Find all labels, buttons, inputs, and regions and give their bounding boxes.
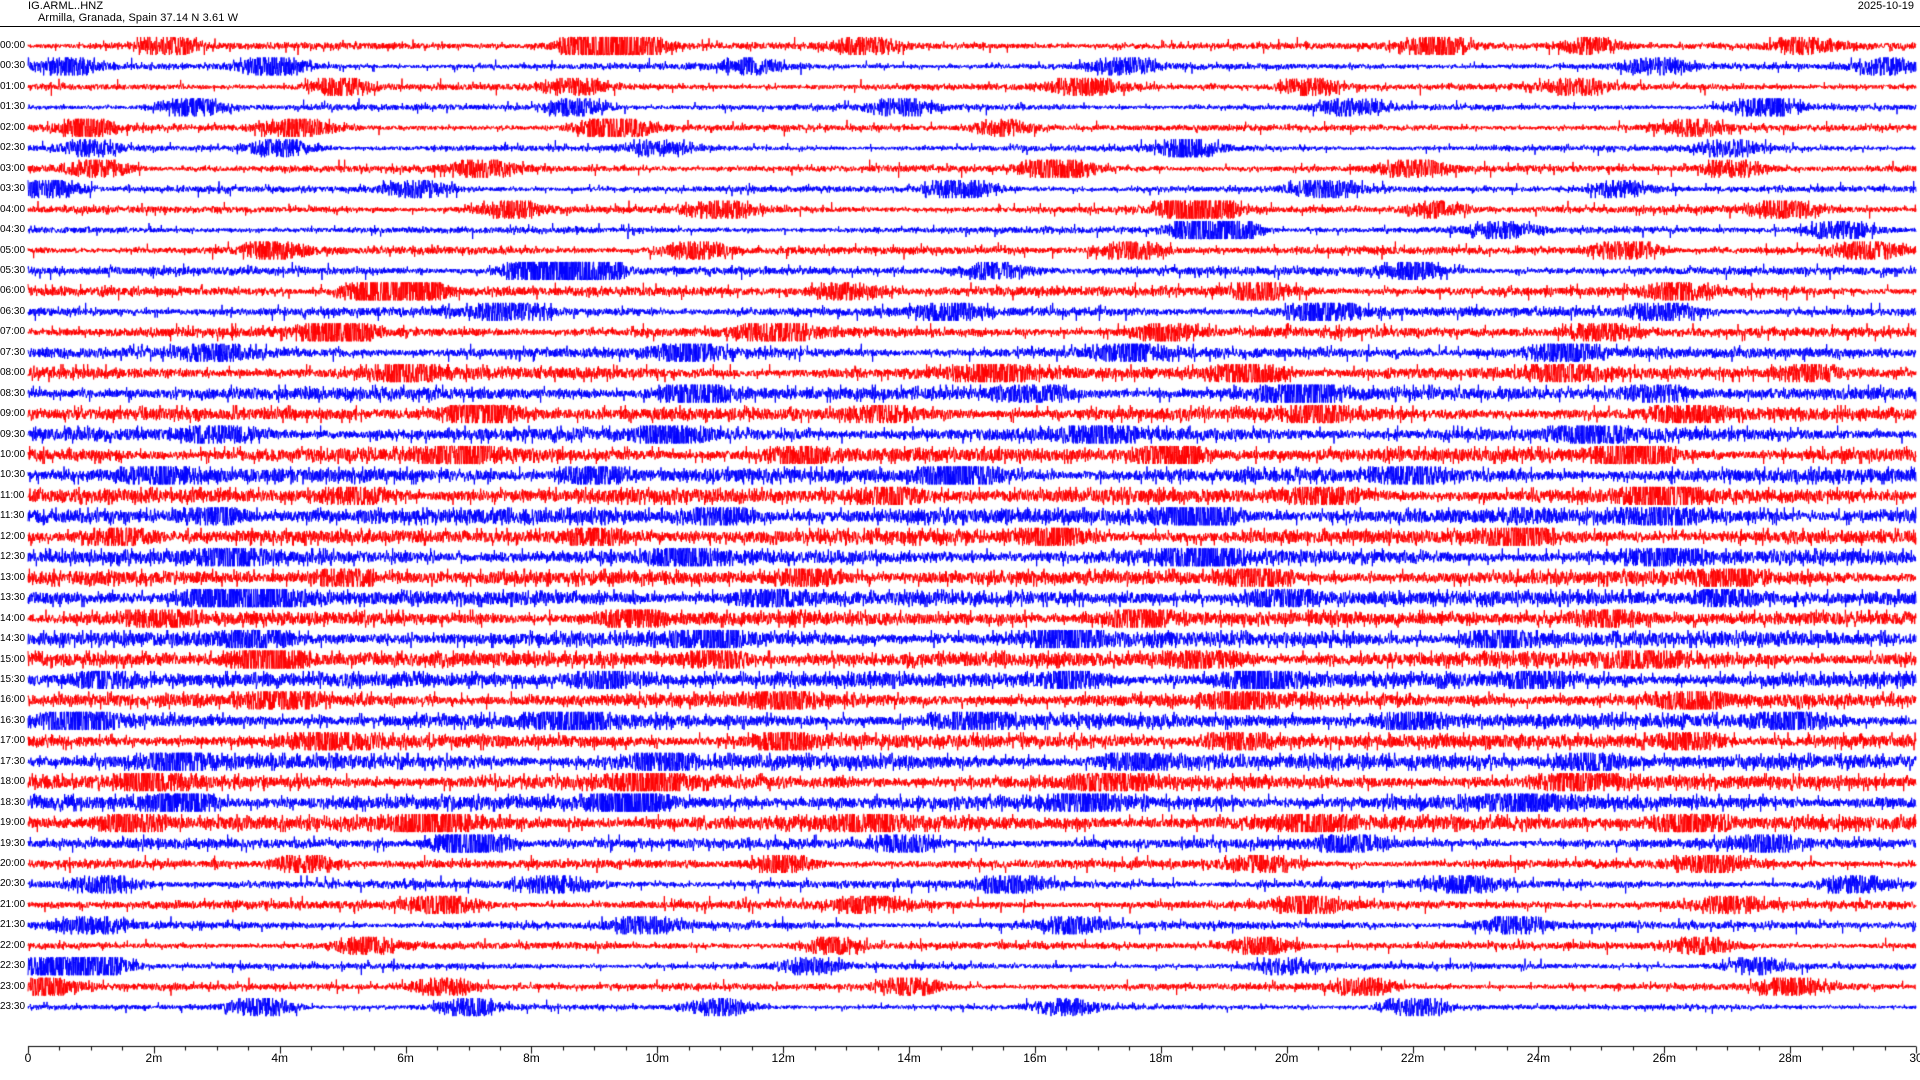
time-label: 15:30: [0, 673, 26, 685]
time-label: 23:00: [0, 980, 26, 992]
minute-axis-ticks: [0, 1036, 1920, 1080]
minute-tick-label: 30: [1909, 1051, 1920, 1065]
minute-axis: 0 2m 4m 6m 8m 10m 12m 14m 16m 18m 20m 22m 24m 26m 28m 3…: [0, 1036, 1920, 1080]
time-label: 21:30: [0, 919, 26, 931]
minute-tick-label: 2m: [145, 1051, 163, 1065]
minute-tick-label: 6m: [397, 1051, 414, 1065]
minute-tick-label: 22m: [1400, 1051, 1425, 1065]
minute-tick-label: 20m: [1274, 1051, 1299, 1065]
time-label: 23:30: [0, 1001, 26, 1013]
time-label: 16:30: [0, 714, 26, 726]
helicorder-plot: 00:00 00:30 01:00 01:30 02:00 02:30 03:00 03:30…: [0, 27, 1920, 1037]
minute-tick-label: 24m: [1526, 1051, 1551, 1065]
time-label: 11:30: [0, 510, 25, 522]
time-label: 08:00: [0, 367, 26, 379]
time-label: 04:30: [0, 224, 26, 236]
time-label: 11:00: [0, 489, 25, 501]
station-code-label: IG.ARML..HNZ: [28, 0, 104, 12]
minute-tick-label: 4m: [271, 1051, 289, 1065]
time-label: 04:00: [0, 203, 26, 215]
time-label: 21:00: [0, 898, 26, 910]
minute-tick-label: 10m: [645, 1051, 669, 1065]
minute-tick-label: 16m: [1023, 1051, 1047, 1065]
time-label: 06:30: [0, 305, 26, 317]
time-label: 19:00: [0, 817, 26, 829]
time-label: 03:30: [0, 183, 26, 195]
minute-tick-label: 28m: [1778, 1051, 1802, 1065]
time-label: 07:00: [0, 326, 26, 338]
time-label: 16:00: [0, 694, 26, 706]
station-location-label: Armilla, Granada, Spain 37.14 N 3.61 W: [38, 12, 239, 24]
time-label: 20:30: [0, 878, 26, 890]
time-label: 01:30: [0, 101, 26, 113]
time-label: 12:30: [0, 551, 26, 563]
chart-header: IG.ARML..HNZ Armilla, Granada, Spain 37.…: [0, 0, 1920, 27]
time-label: 10:00: [0, 449, 26, 460]
time-label: 05:30: [0, 264, 26, 276]
time-label: 18:00: [0, 776, 26, 788]
minute-tick-label: 8m: [523, 1051, 540, 1065]
time-label: 13:30: [0, 592, 26, 604]
time-label: 08:30: [0, 387, 26, 399]
time-label: 20:00: [0, 858, 26, 869]
record-date-label: 2025-10-19: [1857, 0, 1914, 12]
time-label: 05:00: [0, 244, 26, 256]
time-label: 19:30: [0, 837, 26, 849]
minute-tick-label: 26m: [1652, 1051, 1676, 1065]
minute-tick-label: 14m: [897, 1051, 921, 1065]
time-label: 00:30: [0, 60, 26, 72]
time-label: 22:00: [0, 939, 26, 951]
time-label: 15:00: [0, 653, 26, 665]
time-label: 22:30: [0, 960, 26, 972]
time-label: 10:30: [0, 469, 26, 481]
time-label: 02:00: [0, 121, 26, 133]
minute-tick-label: 12m: [771, 1051, 795, 1065]
time-label: 01:00: [0, 80, 26, 92]
time-label: 18:30: [0, 796, 26, 808]
time-label: 00:00: [0, 40, 26, 51]
header-divider: [0, 26, 1920, 27]
time-label: 17:30: [0, 755, 26, 767]
time-label: 09:30: [0, 428, 26, 440]
time-label: 09:00: [0, 408, 26, 420]
time-label: 14:30: [0, 633, 26, 645]
time-label: 02:30: [0, 142, 26, 154]
time-label: 13:00: [0, 571, 26, 583]
time-label: 07:30: [0, 346, 26, 358]
time-label: 12:00: [0, 530, 26, 542]
time-label: 14:00: [0, 612, 26, 624]
time-label: 06:00: [0, 285, 26, 297]
minute-tick-label: 0: [24, 1051, 32, 1065]
time-label: 17:00: [0, 735, 26, 747]
seismogram-traces: [0, 27, 1920, 1037]
time-axis-labels: 00:00 00:30 01:00 01:30 02:00 02:30 03:00 03:30…: [0, 27, 28, 1037]
minute-tick-label: 18m: [1149, 1051, 1173, 1065]
time-label: 03:00: [0, 162, 26, 174]
